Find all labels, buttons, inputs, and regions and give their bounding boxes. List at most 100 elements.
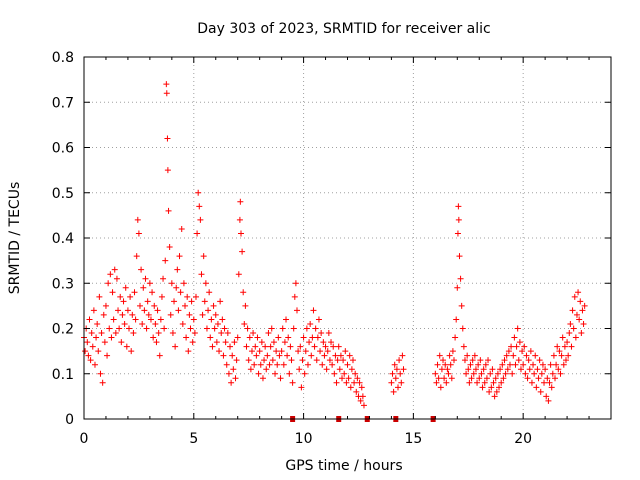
- data-point: [211, 325, 218, 332]
- data-point: [483, 375, 490, 382]
- data-point: [559, 334, 566, 341]
- data-point: [124, 307, 131, 314]
- data-point: [560, 361, 567, 368]
- data-point: [528, 379, 535, 386]
- data-point: [190, 316, 197, 323]
- data-point: [335, 343, 342, 350]
- data-point: [142, 275, 149, 282]
- data-point: [442, 361, 449, 368]
- data-point: [253, 352, 260, 359]
- data-point: [525, 357, 532, 364]
- data-point: [255, 370, 262, 377]
- data-point: [492, 375, 499, 382]
- data-point: [317, 348, 324, 355]
- data-point: [268, 325, 275, 332]
- data-point: [101, 339, 108, 346]
- data-point: [306, 339, 313, 346]
- data-point: [395, 384, 402, 391]
- data-point: [144, 298, 151, 305]
- data-point: [250, 330, 257, 337]
- data-point: [521, 343, 528, 350]
- data-point: [348, 366, 355, 373]
- data-point: [143, 325, 150, 332]
- data-point: [479, 384, 486, 391]
- data-point: [555, 366, 562, 373]
- data-point: [564, 339, 571, 346]
- y-tick-label: 0.5: [52, 186, 74, 202]
- data-point: [129, 311, 136, 318]
- data-point: [163, 90, 170, 97]
- data-point: [157, 316, 164, 323]
- data-point: [99, 379, 106, 386]
- data-point: [189, 339, 196, 346]
- data-point: [435, 375, 442, 382]
- data-point: [165, 207, 172, 214]
- data-point: [549, 370, 556, 377]
- data-point: [299, 357, 306, 364]
- data-point: [488, 384, 495, 391]
- data-point: [179, 320, 186, 327]
- data-point: [245, 357, 252, 364]
- data-point: [527, 348, 534, 355]
- data-point: [440, 357, 447, 364]
- chart-title: Day 303 of 2023, SRMTID for receiver ali…: [197, 21, 490, 37]
- data-point: [519, 348, 526, 355]
- data-point: [542, 366, 549, 373]
- y-tick-label: 0.7: [52, 95, 74, 111]
- data-point: [508, 343, 515, 350]
- data-point: [285, 334, 292, 341]
- data-point: [188, 298, 195, 305]
- data-point: [332, 352, 339, 359]
- data-point: [112, 330, 119, 337]
- data-point: [303, 325, 310, 332]
- x-tick-label: 10: [295, 431, 313, 447]
- data-point: [516, 339, 523, 346]
- data-point: [264, 352, 271, 359]
- data-point: [388, 379, 395, 386]
- data-point: [141, 307, 148, 314]
- data-point: [273, 348, 280, 355]
- y-tick-label: 0.8: [52, 50, 74, 66]
- data-point: [531, 370, 538, 377]
- data-point: [138, 266, 145, 273]
- data-point: [340, 357, 347, 364]
- data-point: [192, 293, 199, 300]
- data-point: [547, 361, 554, 368]
- data-point: [93, 334, 100, 341]
- data-point: [85, 352, 92, 359]
- data-point: [183, 334, 190, 341]
- data-point: [466, 379, 473, 386]
- data-point: [207, 334, 214, 341]
- data-point: [469, 357, 476, 364]
- data-point: [122, 284, 129, 291]
- data-point: [457, 275, 464, 282]
- data-point: [297, 343, 304, 350]
- data-point: [446, 352, 453, 359]
- data-point: [581, 302, 588, 309]
- data-point: [541, 379, 548, 386]
- data-point: [184, 293, 191, 300]
- data-point: [100, 311, 107, 318]
- data-point: [357, 397, 364, 404]
- data-point: [216, 348, 223, 355]
- data-point: [130, 330, 137, 337]
- data-point: [274, 361, 281, 368]
- data-point: [126, 325, 133, 332]
- data-point: [532, 352, 539, 359]
- data-point: [313, 357, 320, 364]
- data-point: [117, 293, 124, 300]
- data-point: [486, 388, 493, 395]
- data-point: [476, 375, 483, 382]
- data-point: [228, 379, 235, 386]
- data-point: [546, 379, 553, 386]
- data-point: [477, 357, 484, 364]
- data-point: [397, 370, 404, 377]
- data-point: [293, 307, 300, 314]
- data-point: [131, 289, 138, 296]
- data-point: [105, 280, 112, 287]
- data-point: [436, 352, 443, 359]
- data-point: [496, 384, 503, 391]
- data-point: [490, 379, 497, 386]
- data-point: [254, 334, 261, 341]
